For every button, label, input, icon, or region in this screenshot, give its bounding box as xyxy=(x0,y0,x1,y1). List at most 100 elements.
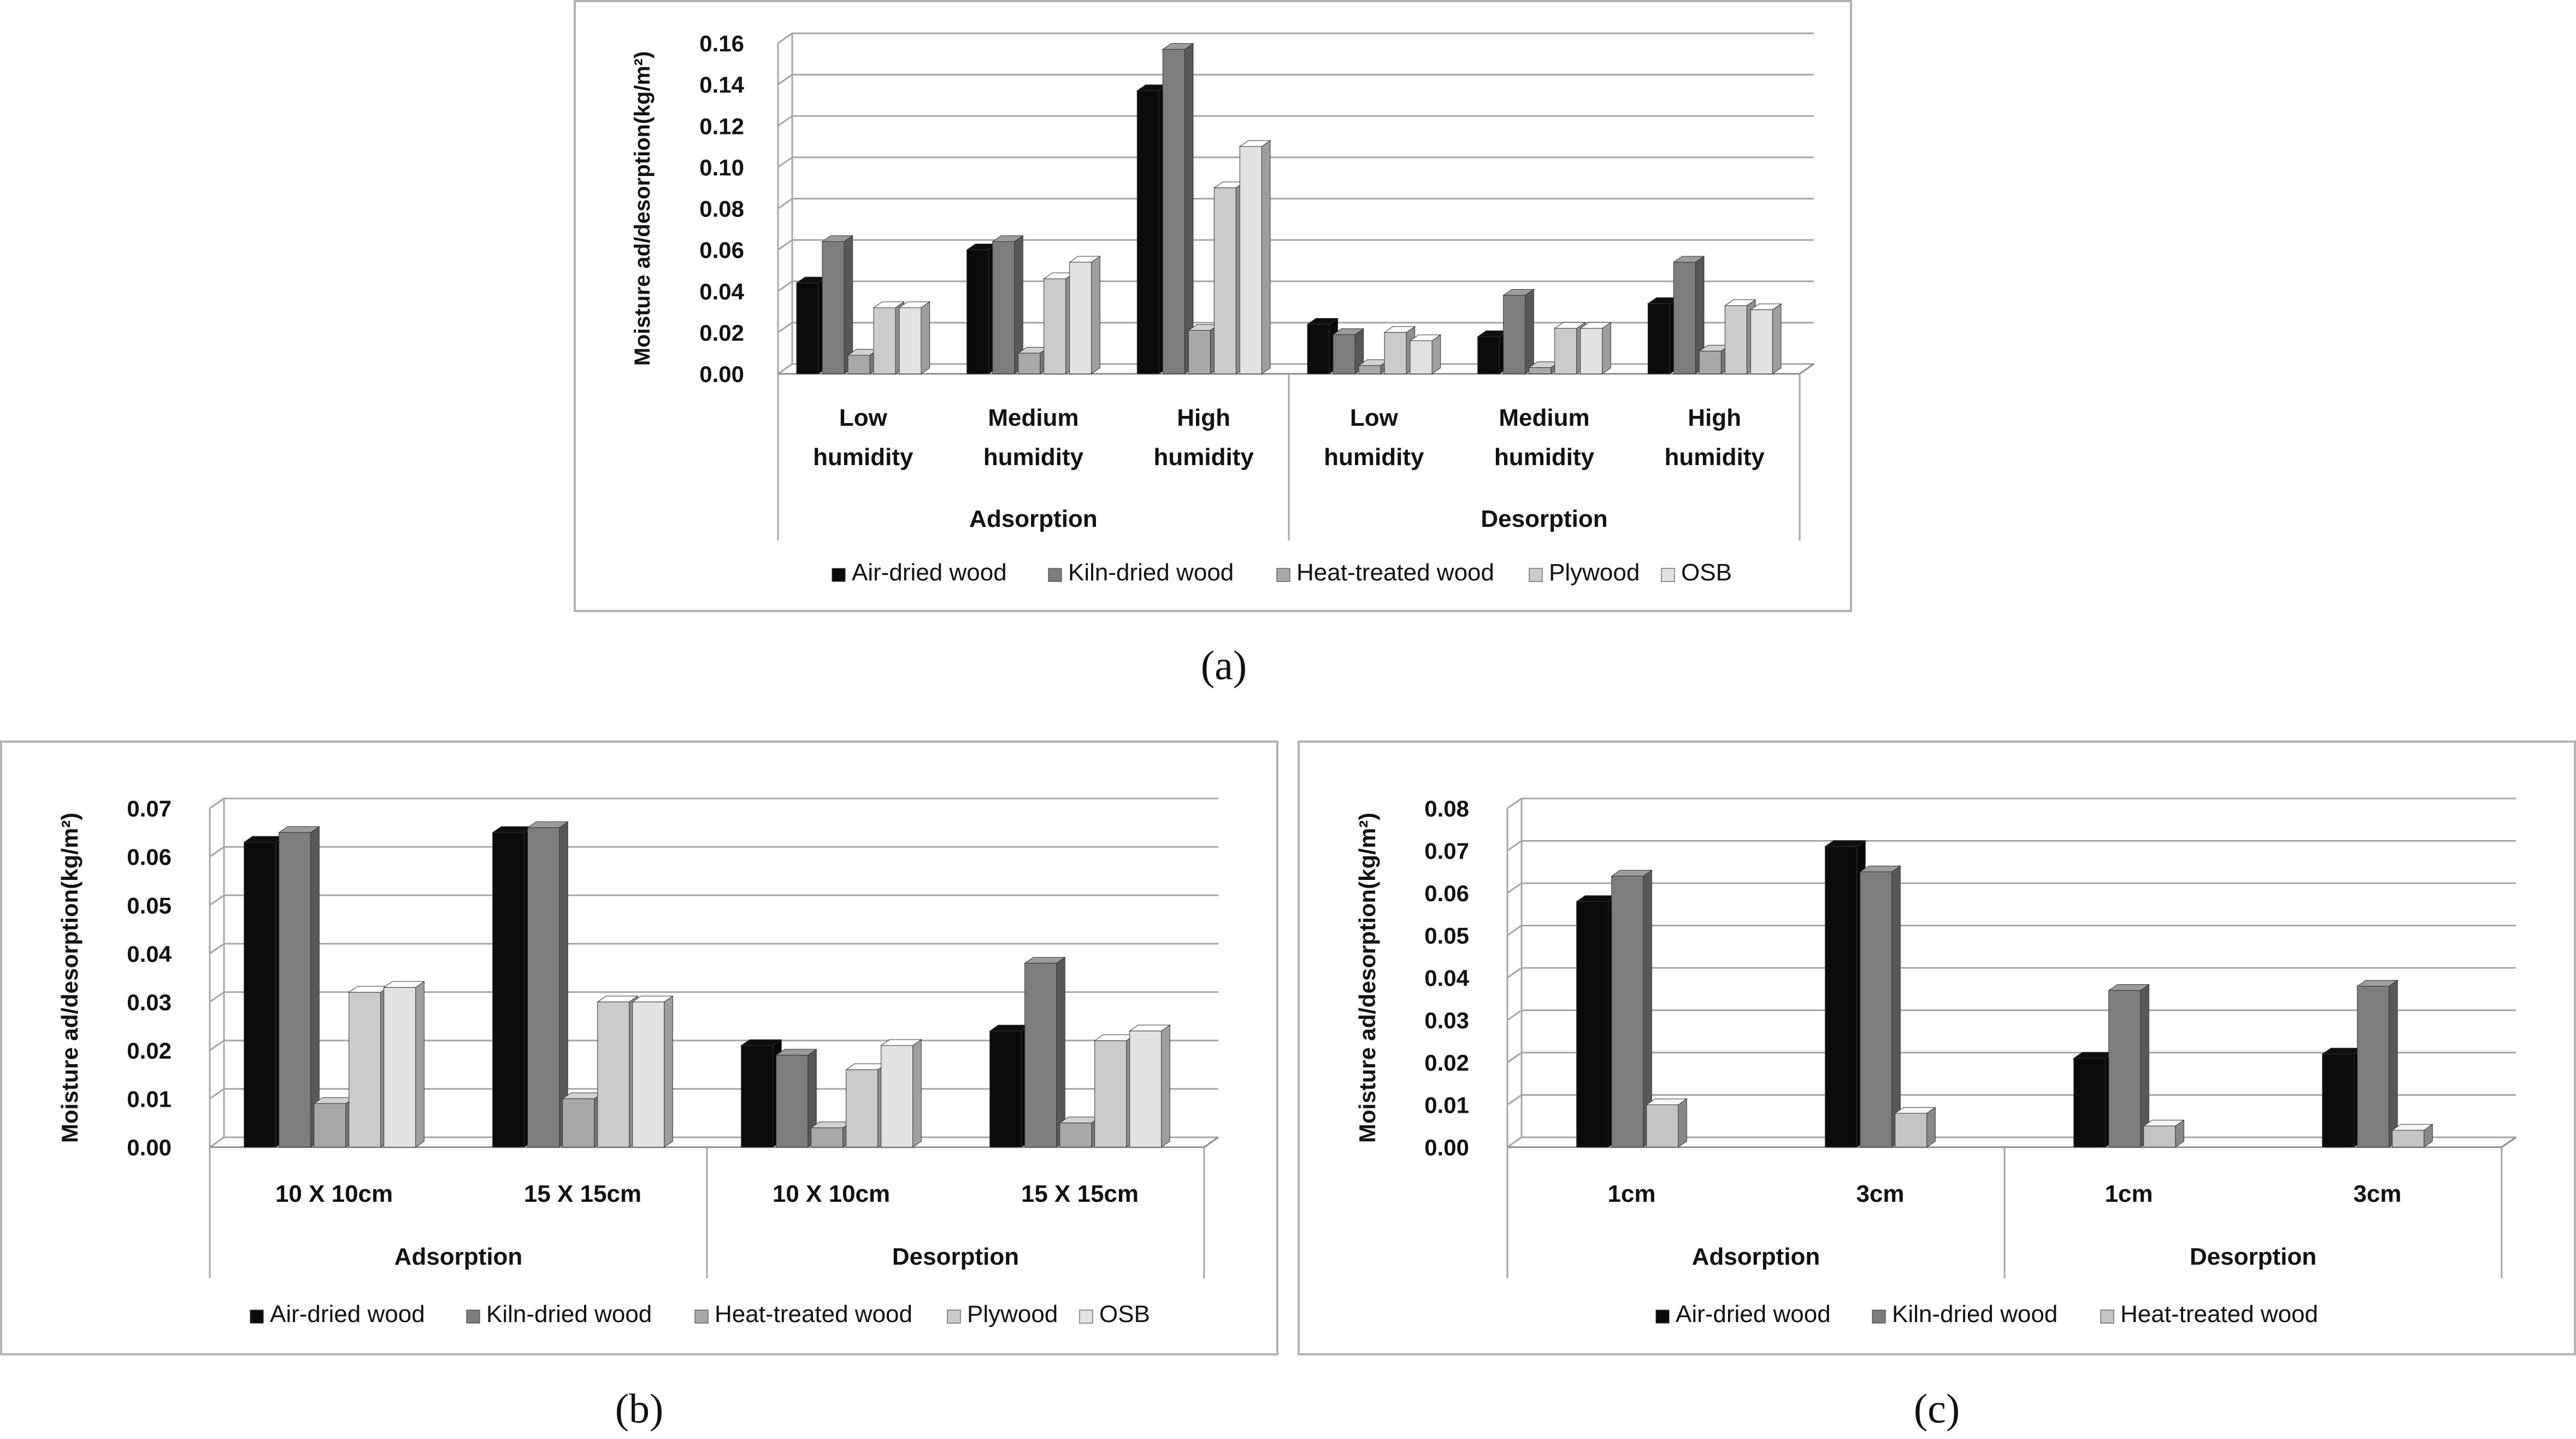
bar-front xyxy=(2108,990,2141,1148)
bar-side xyxy=(1431,334,1441,374)
gridline xyxy=(1507,967,2516,979)
bar-front xyxy=(1503,295,1526,374)
bar-front xyxy=(1333,334,1355,374)
gridline xyxy=(777,74,1814,85)
gridline xyxy=(1507,797,2516,809)
caption-a: (a) xyxy=(1200,643,1247,689)
group-label: Desorption xyxy=(2190,1243,2316,1270)
x-category-label: humidity xyxy=(1665,444,1765,471)
gridline xyxy=(209,846,1218,857)
legend-swatch xyxy=(250,1309,264,1324)
bar-front xyxy=(279,832,311,1148)
bar-side xyxy=(1891,865,1901,1148)
legend-label: Air-dried wood xyxy=(270,1301,425,1328)
chart-panel-b: 0.00 0.01 0.02 0.03 0.04 0.05 0.06 0.07 Moisture… xyxy=(0,741,1278,1355)
bar-air-dried-wood xyxy=(1824,839,1866,1148)
legend-label: Heat-treated wood xyxy=(1296,559,1494,586)
bar-front xyxy=(2143,1125,2176,1148)
bar-kiln-dried-wood xyxy=(278,826,320,1148)
bar-kiln-dried-wood xyxy=(527,821,569,1148)
bar-side xyxy=(921,301,930,374)
bar-front xyxy=(2357,986,2390,1148)
legend: Air-dried wood Kiln-dried wood Heat-treate… xyxy=(250,1301,1150,1328)
y-tick-label: 0.16 xyxy=(699,31,744,56)
x-category-label: humidity xyxy=(983,444,1084,471)
y-tick-label: 0.08 xyxy=(1424,796,1469,821)
y-tick-label: 0.10 xyxy=(699,155,744,180)
bar-front xyxy=(2392,1130,2425,1148)
y-axis-label: Moisture ad/desorption(kg/m²) xyxy=(1354,813,1380,1143)
bar-front xyxy=(244,842,276,1148)
bar-front xyxy=(1358,365,1381,374)
bar-front xyxy=(899,307,922,374)
bar-front xyxy=(1895,1113,1927,1148)
legend-label: OSB xyxy=(1099,1301,1150,1328)
bar-osb xyxy=(1749,303,1782,374)
bar-kiln-dried-wood xyxy=(1332,328,1365,374)
x-category-label: 15 X 15cm xyxy=(524,1180,641,1207)
bar-front xyxy=(1477,336,1500,374)
bar-front xyxy=(847,355,870,374)
legend-label: Plywood xyxy=(1549,559,1640,586)
bar-heat-treated-wood xyxy=(2143,1119,2185,1148)
chart-a: 0.00 0.02 0.04 0.06 0.08 0.10 0.12 0.14 0.16 Mois… xyxy=(630,31,1814,586)
x-category-label: humidity xyxy=(1324,444,1424,471)
y-tick-label: 0.04 xyxy=(127,941,172,967)
bar-front xyxy=(492,832,525,1148)
y-tick-label: 0.01 xyxy=(127,1086,172,1112)
bar-side xyxy=(1525,289,1534,374)
bar-heat-treated-wood xyxy=(1059,1116,1101,1148)
bar-heat-treated-wood xyxy=(313,1097,355,1148)
group-label: Desorption xyxy=(1481,506,1607,532)
bar-front xyxy=(562,1098,595,1148)
bar-front xyxy=(822,241,845,374)
bar-front xyxy=(989,1030,1022,1148)
bar-heat-treated-wood xyxy=(2391,1124,2433,1148)
legend-label: Kiln-dried wood xyxy=(1068,559,1234,586)
legend-swatch xyxy=(2100,1309,2114,1324)
y-tick-label: 0.02 xyxy=(127,1038,172,1064)
bar-osb xyxy=(1579,322,1612,374)
bar-front xyxy=(1094,1040,1127,1148)
gridline xyxy=(1507,840,2516,851)
bar-front xyxy=(776,1055,809,1148)
bar-front xyxy=(1136,90,1159,374)
chart-panel-a: 0.00 0.02 0.04 0.06 0.08 0.10 0.12 0.14 0.16 Mois… xyxy=(574,0,1852,612)
bar-front xyxy=(2073,1058,2106,1148)
bar-front xyxy=(1554,328,1577,374)
bar-front xyxy=(1384,332,1407,374)
bar-front xyxy=(1860,871,1893,1148)
bar-front xyxy=(1044,278,1066,374)
bar-front xyxy=(2322,1054,2355,1148)
bar-front xyxy=(1724,305,1747,374)
bar-front xyxy=(1069,262,1092,374)
bar-air-dried-wood xyxy=(989,1024,1031,1148)
bar-kiln-dried-wood xyxy=(821,235,854,374)
bar-front xyxy=(597,1001,630,1148)
legend-swatch xyxy=(1048,568,1062,582)
bar-osb xyxy=(1069,256,1101,374)
y-tick-label: 0.00 xyxy=(699,361,744,387)
y-tick-label: 0.04 xyxy=(1424,965,1469,991)
legend-swatch xyxy=(1079,1309,1093,1324)
bar-side xyxy=(1772,303,1782,374)
y-tick-label: 0.00 xyxy=(1424,1135,1469,1160)
y-tick-label: 0.01 xyxy=(1424,1093,1469,1118)
group-label: Adsorption xyxy=(394,1243,523,1270)
bar-front xyxy=(1611,876,1644,1148)
bar-front xyxy=(1673,262,1696,374)
bar-front xyxy=(992,241,1015,374)
bar-front xyxy=(384,987,416,1148)
bar-heat-treated-wood xyxy=(1646,1098,1688,1148)
caption-b: (b) xyxy=(615,1386,664,1432)
bar-front xyxy=(1307,324,1330,374)
y-tick-label: 0.06 xyxy=(127,844,172,870)
bar-front xyxy=(1529,367,1552,374)
legend-label: Heat-treated wood xyxy=(715,1301,912,1328)
legend-label: OSB xyxy=(1681,559,1732,586)
legend-label: Plywood xyxy=(967,1301,1058,1328)
bar-side xyxy=(664,995,673,1148)
bar-osb xyxy=(383,980,425,1148)
gridline xyxy=(1507,882,2516,894)
chart-c: 0.00 0.01 0.02 0.03 0.04 0.05 0.06 0.07 0.08 Mois… xyxy=(1354,796,2516,1328)
